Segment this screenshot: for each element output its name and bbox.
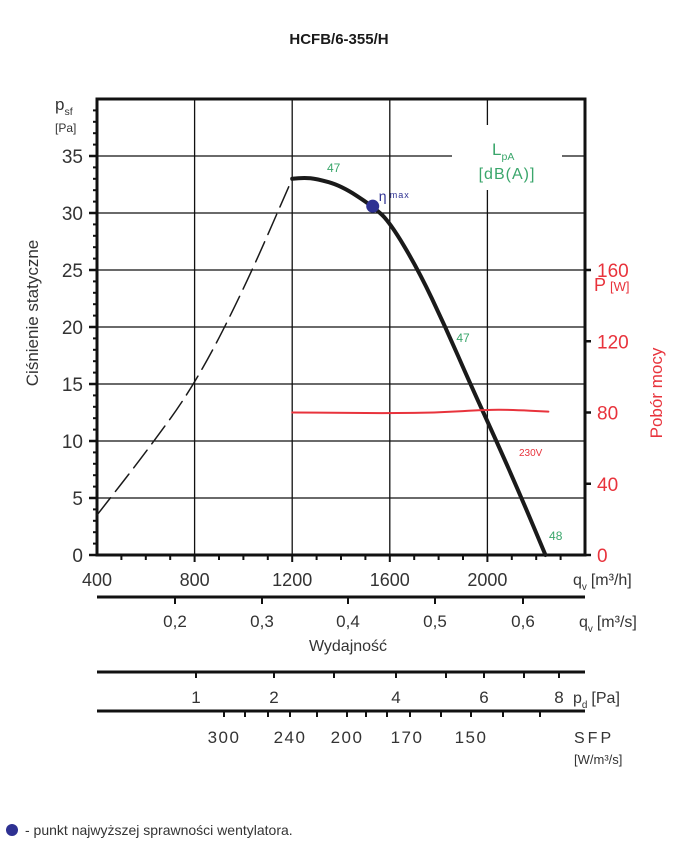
noise-level-label: 47	[327, 161, 341, 175]
y-tick-label: 0	[72, 546, 83, 567]
right-tick-label: 40	[597, 475, 618, 496]
y-axis-unit: [Pa]	[55, 121, 76, 135]
sfp-label: SFP	[574, 730, 614, 747]
sfp-tick-label: 200	[331, 728, 364, 747]
series-power-230V	[291, 408, 550, 415]
pd-unit: pd [Pa]	[573, 690, 620, 711]
x-axis-unit: qv [m³/h]	[573, 572, 632, 593]
x-tick-label: 1200	[272, 570, 312, 590]
qv-m3s-tick-label: 0,4	[336, 612, 360, 631]
power-series-label: 230V	[519, 448, 543, 459]
right-tick-label: 0	[597, 546, 608, 567]
noise-level-label: 47	[456, 331, 470, 345]
right-axis-symbol: P	[594, 275, 606, 295]
x-tick-label: 400	[82, 570, 112, 590]
noise-level-label: 48	[549, 529, 563, 543]
y-tick-label: 25	[62, 261, 83, 282]
y-axis-symbol: psf	[55, 95, 73, 118]
eta-max-point	[366, 199, 380, 213]
qv-m3s-tick-label: 0,3	[250, 612, 274, 631]
y-axis-title: Ciśnienie statyczne	[23, 240, 42, 386]
qv-m3s-tick-label: 0,6	[511, 612, 535, 631]
right-tick-label: 160	[597, 261, 629, 282]
sfp-unit: [W/m³/s]	[574, 752, 622, 767]
pd-tick-label: 4	[391, 688, 400, 707]
y-tick-label: 30	[62, 204, 83, 225]
x-tick-label: 2000	[467, 570, 507, 590]
pd-tick-label: 1	[191, 688, 200, 707]
qv-m3s-unit: qv [m³/s]	[579, 614, 637, 635]
x-axis-title: Wydajność	[309, 638, 387, 655]
sfp-tick-label: 300	[208, 728, 241, 747]
grid	[97, 99, 585, 555]
qv-m3s-tick-label: 0,5	[423, 612, 447, 631]
eta-max-sub: max	[390, 190, 410, 200]
y-tick-label: 20	[62, 318, 83, 339]
x-tick-label: 800	[180, 570, 210, 590]
eta-max-label: η	[379, 188, 387, 204]
right-axis-title: Pobór mocy	[647, 347, 666, 438]
y-tick-label: 15	[62, 375, 83, 396]
qv-m3s-tick-label: 0,2	[163, 612, 187, 631]
legend-text: - punkt najwyższej sprawności wentylator…	[25, 822, 293, 838]
y-tick-label: 10	[62, 432, 83, 453]
x-tick-label: 1600	[370, 570, 410, 590]
series	[96, 175, 550, 557]
sfp-tick-label: 240	[274, 728, 307, 747]
pd-tick-label: 8	[554, 688, 563, 707]
right-axis-unit: [W]	[610, 279, 630, 294]
chart-title: HCFB/6-355/H	[289, 31, 388, 48]
right-tick-label: 80	[597, 404, 618, 425]
pd-tick-label: 2	[269, 688, 278, 707]
y-tick-label: 5	[72, 489, 83, 510]
y-tick-label: 35	[62, 147, 83, 168]
legend-eta-dot	[6, 824, 18, 836]
series-characteristic	[290, 175, 548, 557]
noise-legend-symbol: LpA	[492, 140, 514, 163]
noise-legend-unit: [dB(A)]	[479, 166, 536, 183]
series-characteristic-unstable	[96, 178, 293, 516]
secondary-axes: 0,2 0,3 0,4 0,5 0,6 qv [m³/s] Wydajność 1 2 4 6 8 pd[…	[97, 595, 637, 767]
sfp-tick-label: 170	[391, 728, 424, 747]
right-tick-label: 120	[597, 332, 629, 353]
labels: 230V η max 47 47 48 LpA [dB(A)]	[327, 140, 563, 543]
pd-tick-label: 6	[479, 688, 488, 707]
noise-legend-background	[452, 125, 562, 190]
sfp-tick-label: 150	[455, 728, 488, 747]
